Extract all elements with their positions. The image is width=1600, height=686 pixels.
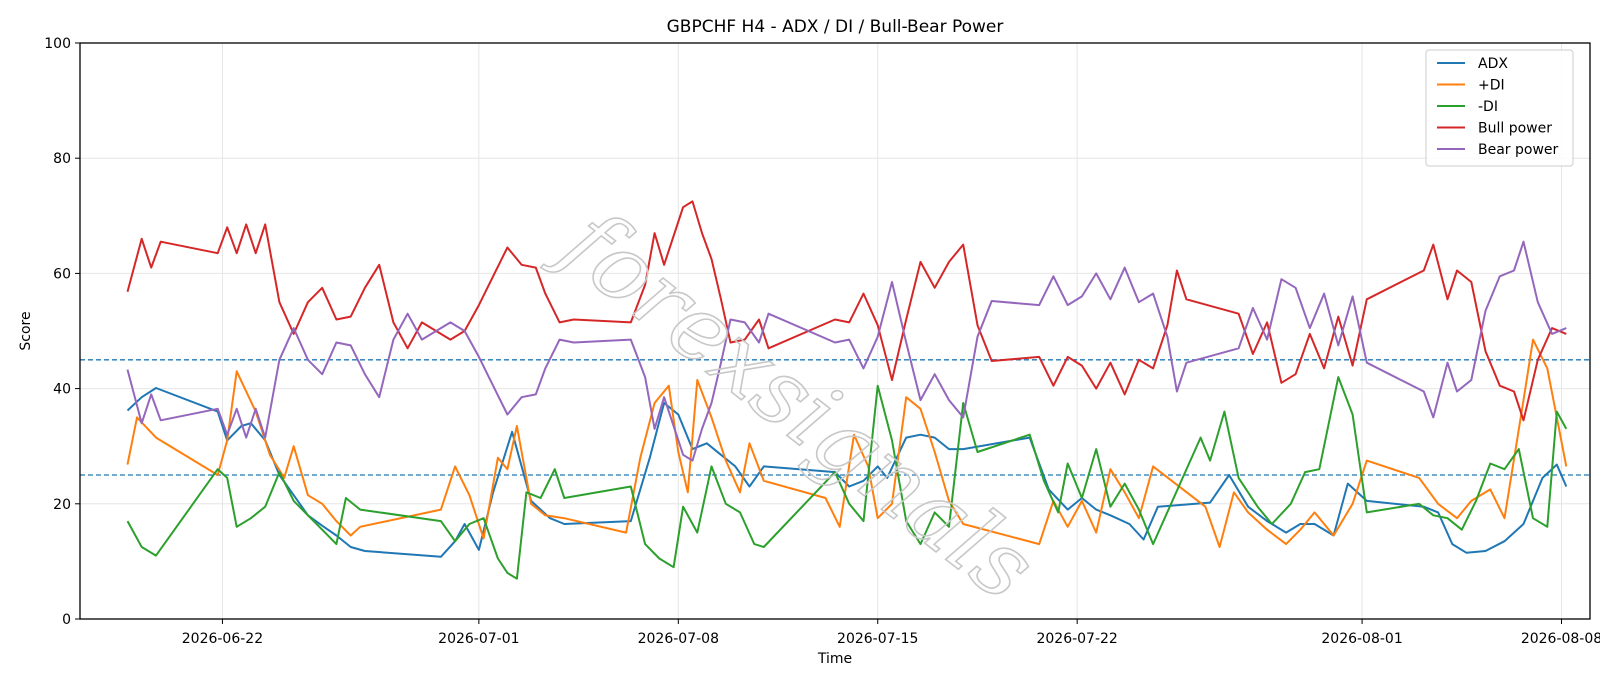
legend: ADX +DI -DI Bull power Bear power: [1425, 49, 1574, 167]
y-tick-label: 80: [53, 151, 71, 167]
x-tick-label: 2026-08-01: [1321, 631, 1402, 647]
reference-lines: [80, 359, 1590, 476]
x-tick-label: 2026-07-08: [638, 631, 719, 647]
series-line-minus-di: [126, 376, 1568, 580]
x-axis-label: Time: [817, 651, 852, 667]
x-tick-label: 2026-08-08: [1521, 631, 1600, 647]
x-tick-label: 2026-06-22: [182, 631, 263, 647]
chart-title: GBPCHF H4 - ADX / DI / Bull-Bear Power: [667, 17, 1004, 37]
legend-label: Bear power: [1478, 142, 1559, 158]
legend-label: ADX: [1478, 56, 1508, 72]
y-tick-label: 0: [62, 612, 71, 628]
series-line-bear-power: [126, 240, 1567, 462]
plot-frame: [79, 42, 1591, 620]
x-tick-label: 2026-07-01: [438, 631, 519, 647]
y-tick-label: 20: [53, 497, 71, 513]
y-tick-label: 100: [44, 36, 71, 52]
series-line-plusminus-di: [126, 338, 1568, 548]
x-tick-label: 2026-07-22: [1036, 631, 1117, 647]
x-axis-ticks: 2026-06-22 2026-07-01 2026-07-08 2026-07-15…: [182, 619, 1600, 647]
legend-label: -DI: [1478, 99, 1498, 115]
series-lines: [126, 200, 1568, 580]
y-tick-label: 60: [53, 266, 71, 282]
y-axis-label: Score: [18, 311, 34, 350]
series-line-bull-power: [126, 200, 1567, 422]
legend-label: +DI: [1478, 78, 1505, 94]
y-axis-ticks: 0 20 40 60 80 100: [44, 36, 80, 628]
x-tick-label: 2026-07-15: [837, 631, 918, 647]
y-tick-label: 40: [53, 382, 71, 398]
legend-box: [1425, 49, 1574, 167]
legend-label: Bull power: [1478, 121, 1552, 137]
